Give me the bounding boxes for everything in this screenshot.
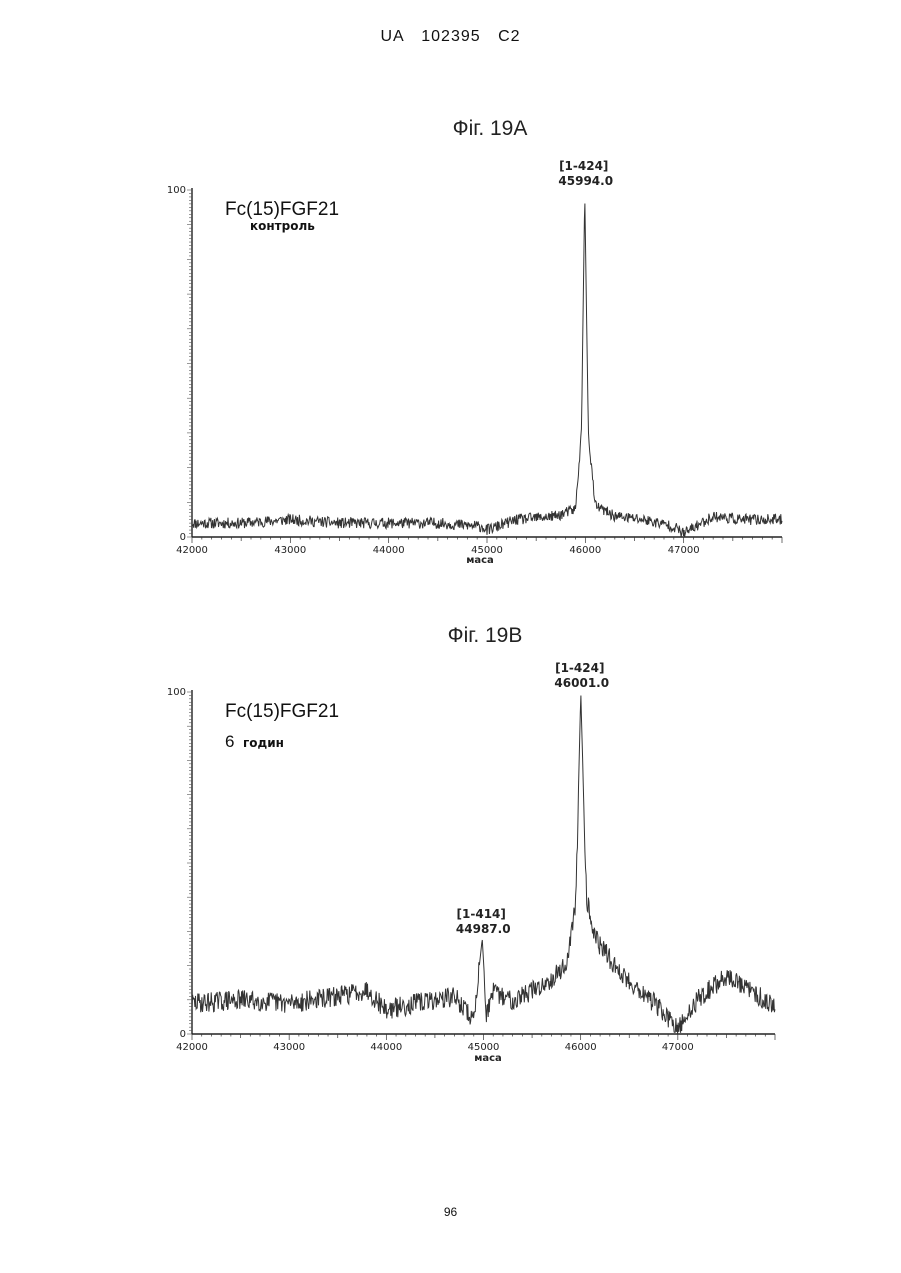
x-tick-label: 47000 bbox=[668, 545, 700, 556]
x-tick-label: 43000 bbox=[274, 545, 306, 556]
sample-name: Fc(15)FGF21 bbox=[225, 199, 339, 220]
x-tick-label: 42000 bbox=[176, 545, 208, 556]
spectrum-line bbox=[192, 204, 782, 537]
chart-19a: Фіг. 19А Fc(15)FGF21 контроль 0 100 42000 4… bbox=[160, 105, 790, 575]
chart-19b: Фіг. 19В Fc(15)FGF21 6 годин 0 100 42000 43… bbox=[160, 610, 790, 1080]
peak-label: [1-424] bbox=[555, 661, 604, 675]
figure-19b: Фіг. 19В Fc(15)FGF21 6 годин 0 100 42000 43… bbox=[160, 610, 790, 1080]
x-tick-label: 45000 bbox=[468, 1042, 500, 1053]
peak-label: [1-424] bbox=[559, 159, 608, 173]
y-tick-label: 100 bbox=[167, 185, 186, 196]
figure-title: Фіг. 19В bbox=[448, 624, 523, 647]
axes: 0100420004300044000450004600047000 bbox=[167, 185, 782, 556]
peak-mass-label: 45994.0 bbox=[558, 174, 613, 188]
x-axis-label: маса bbox=[466, 555, 494, 566]
x-tick-label: 47000 bbox=[662, 1042, 694, 1053]
x-axis-label: маса bbox=[474, 1053, 502, 1064]
x-tick-label: 44000 bbox=[373, 545, 405, 556]
x-tick-label: 44000 bbox=[370, 1042, 402, 1053]
x-tick-label: 42000 bbox=[176, 1042, 208, 1053]
y-tick-label: 0 bbox=[180, 532, 186, 543]
peak-mass-label: 44987.0 bbox=[456, 922, 511, 936]
peak-label: [1-414] bbox=[457, 907, 506, 921]
figure-title: Фіг. 19А bbox=[453, 117, 528, 140]
y-tick-label: 0 bbox=[180, 1029, 186, 1040]
figure-19a: Фіг. 19А Fc(15)FGF21 контроль 0 100 42000 4… bbox=[160, 105, 790, 575]
y-tick-label: 100 bbox=[167, 687, 186, 698]
sample-condition-number: 6 bbox=[225, 732, 234, 751]
document-header: UA 102395 C2 bbox=[0, 28, 901, 46]
peak-mass-label: 46001.0 bbox=[554, 676, 609, 690]
sample-name: Fc(15)FGF21 bbox=[225, 701, 339, 722]
x-tick-label: 46000 bbox=[565, 1042, 597, 1053]
x-tick-label: 43000 bbox=[273, 1042, 305, 1053]
x-tick-label: 46000 bbox=[569, 545, 601, 556]
page-number: 96 bbox=[0, 1205, 901, 1219]
sample-condition: годин bbox=[243, 736, 284, 750]
sample-condition: контроль bbox=[250, 219, 315, 233]
